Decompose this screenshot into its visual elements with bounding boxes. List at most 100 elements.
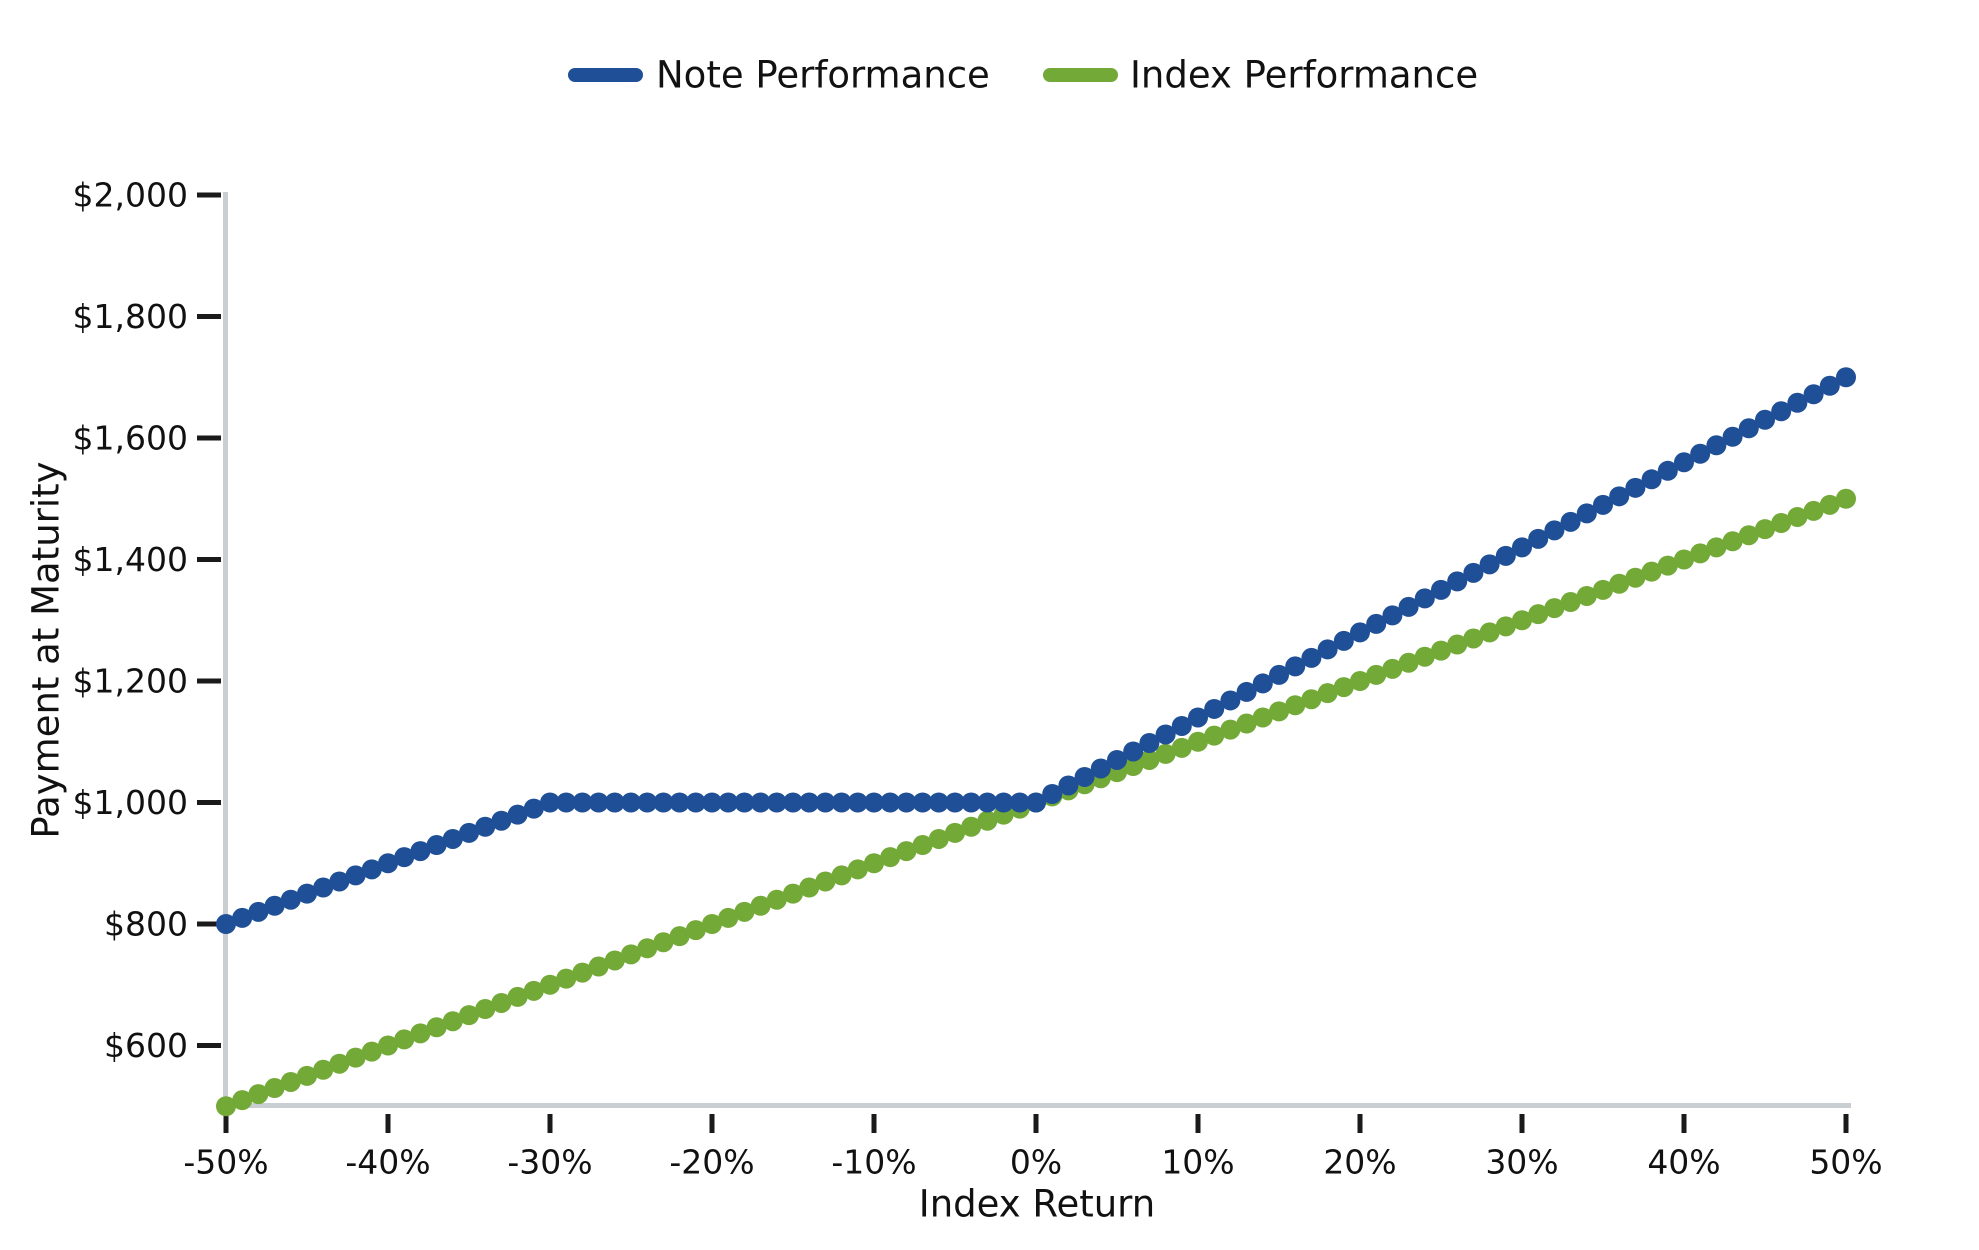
y-tick-label: $800 [104, 905, 188, 944]
data-point-marker [1252, 707, 1273, 728]
data-point-marker [264, 1078, 285, 1099]
x-tick-mark [871, 1114, 877, 1133]
data-point-marker [1803, 500, 1824, 521]
data-point-marker [1431, 640, 1451, 661]
y-tick-mark [197, 435, 221, 441]
series-index-performance [216, 488, 1856, 1117]
x-axis-title: Index Return [919, 1183, 1155, 1226]
data-point-marker [1333, 677, 1354, 698]
legend-note-label: Note Performance [656, 54, 990, 97]
data-point-marker [961, 792, 982, 813]
data-point-marker [1317, 683, 1338, 704]
data-point-marker [1139, 732, 1160, 753]
data-point-marker [1690, 543, 1711, 564]
data-point-marker [556, 792, 577, 813]
data-point-marker [1252, 673, 1273, 694]
data-point-marker [248, 901, 269, 922]
data-point-marker [1690, 443, 1711, 464]
data-point-marker [928, 828, 949, 849]
series-note-performance [216, 367, 1856, 934]
data-point-marker [1674, 452, 1694, 473]
data-point-marker [1285, 695, 1306, 716]
data-point-marker [1479, 622, 1500, 643]
x-tick-label: 20% [1323, 1143, 1396, 1182]
x-tick-mark [1519, 1114, 1525, 1133]
data-point-marker [750, 792, 771, 813]
data-point-marker [1285, 656, 1306, 677]
data-point-marker [766, 792, 787, 813]
data-point-marker [475, 999, 496, 1020]
y-tick-mark [197, 314, 221, 319]
data-point-marker [1738, 418, 1759, 439]
data-point-marker [1301, 689, 1322, 710]
data-point-marker [685, 920, 706, 941]
data-point-marker [459, 1005, 479, 1026]
data-point-marker [507, 986, 528, 1007]
data-point-marker [1479, 554, 1500, 575]
x-tick-label: -40% [345, 1143, 430, 1182]
data-point-marker [394, 847, 415, 868]
data-point-marker [1625, 567, 1646, 588]
data-point-marker [394, 1029, 415, 1050]
data-point-marker [1188, 731, 1208, 752]
data-point-marker [1593, 579, 1613, 600]
data-point-marker [1674, 549, 1694, 570]
data-point-marker [1576, 503, 1597, 524]
data-point-marker [1350, 622, 1370, 643]
data-point-marker [1220, 690, 1241, 711]
data-point-marker [1123, 741, 1144, 762]
x-axis-spine [223, 1103, 1851, 1108]
y-tick-label: $1,000 [73, 783, 188, 822]
data-point-marker [1220, 719, 1241, 740]
data-point-marker [1447, 634, 1468, 655]
y-tick-label: $2,000 [73, 176, 188, 215]
data-point-marker [702, 914, 722, 934]
y-tick-mark [197, 557, 221, 562]
data-point-marker [718, 907, 739, 928]
data-point-marker [540, 974, 560, 995]
legend: Note Performance Index Performance [568, 54, 1478, 97]
data-point-marker [1593, 494, 1613, 515]
data-point-marker [783, 792, 803, 813]
data-point-marker [1512, 537, 1532, 558]
data-point-marker [1398, 596, 1419, 617]
data-point-marker [1074, 766, 1095, 787]
x-tick-label: -50% [183, 1143, 268, 1182]
data-point-marker [637, 792, 658, 813]
data-point-marker [653, 932, 674, 953]
x-tick-mark [709, 1114, 715, 1133]
data-point-marker [945, 792, 965, 813]
data-point-marker [1836, 367, 1856, 388]
data-point-marker [1350, 671, 1370, 691]
data-point-marker [1042, 783, 1063, 804]
data-point-marker [799, 877, 820, 898]
data-point-marker [1188, 707, 1208, 728]
axes [223, 192, 1851, 1108]
data-point-marker [556, 968, 577, 989]
data-point-marker [572, 792, 593, 813]
data-point-marker [1155, 724, 1176, 745]
data-point-marker [1414, 646, 1435, 667]
data-point-marker [507, 804, 528, 825]
data-point-marker [880, 847, 901, 868]
data-point-marker [1560, 592, 1581, 613]
data-point-marker [1706, 537, 1727, 558]
data-point-marker [378, 853, 398, 874]
data-point-marker [1317, 639, 1338, 660]
x-tick-mark [1681, 1114, 1687, 1133]
data-point-marker [1090, 758, 1111, 779]
data-point-marker [1819, 375, 1840, 396]
data-point-marker [345, 865, 366, 886]
data-point-marker [718, 792, 739, 813]
x-tick-label: -30% [507, 1143, 592, 1182]
data-point-marker [831, 865, 852, 886]
data-point-marker [410, 1023, 431, 1044]
data-point-marker [572, 962, 593, 983]
data-point-marker [734, 792, 755, 813]
data-point-marker [1463, 562, 1484, 583]
y-tick-label: $1,400 [73, 540, 188, 579]
data-point-marker [329, 871, 350, 892]
data-point-marker [977, 810, 998, 831]
